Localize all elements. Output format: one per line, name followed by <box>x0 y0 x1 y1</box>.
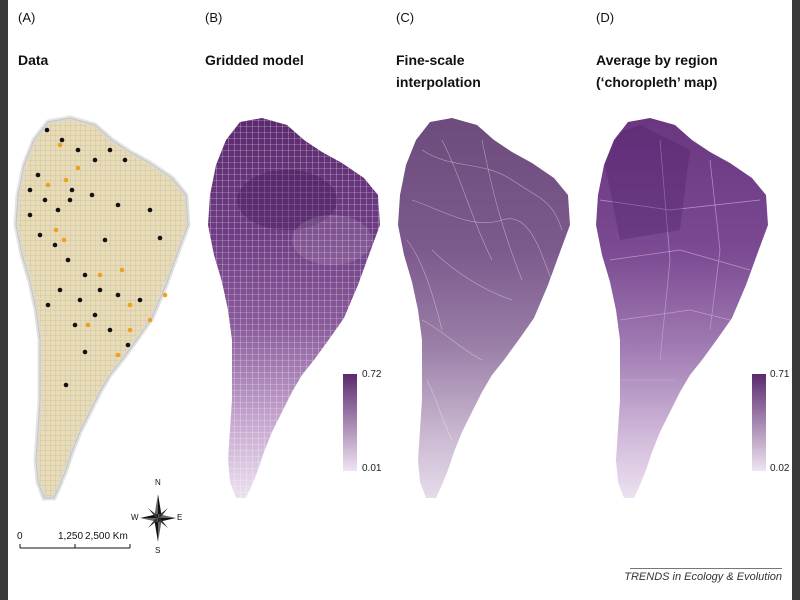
panel-a-title-line: Data <box>18 52 49 68</box>
observation-point-highlight <box>162 292 168 298</box>
observation-point <box>82 349 88 355</box>
panel-b-map <box>208 118 380 498</box>
right-frame-border <box>792 0 800 600</box>
observation-point-highlight <box>115 352 121 358</box>
observation-point <box>107 327 113 333</box>
panel-c-label: (C) <box>396 10 415 25</box>
observation-point-highlight <box>45 182 51 188</box>
scale-label-2500: 2,500 Km <box>85 531 128 542</box>
observation-point <box>59 137 65 143</box>
observation-point <box>45 302 51 308</box>
compass-rose-icon <box>140 494 176 542</box>
observation-point <box>147 207 153 213</box>
panel-b-title: Gridded model <box>205 49 304 71</box>
observation-point-highlight <box>75 165 81 171</box>
observation-point <box>44 127 50 133</box>
observation-point-highlight <box>97 272 103 278</box>
panel-a-label: (A) <box>18 10 36 25</box>
observation-point <box>69 187 75 193</box>
observation-points <box>27 127 168 388</box>
legend-d-min: 0.02 <box>770 463 790 474</box>
panel-c-title-line-2: interpolation <box>396 74 481 90</box>
panel-c-title-line-1: Fine-scale <box>396 52 465 68</box>
observation-point-highlight <box>63 177 69 183</box>
panel-a-map <box>16 118 188 498</box>
observation-point <box>77 297 83 303</box>
legend-d-max: 0.71 <box>770 369 790 380</box>
observation-point-highlight <box>53 227 59 233</box>
legend-b-max: 0.72 <box>362 369 382 380</box>
observation-point <box>82 272 88 278</box>
credit-divider <box>630 568 782 569</box>
panel-c-title: Fine-scale interpolation <box>396 49 481 93</box>
observation-point <box>89 192 95 198</box>
compass-s: S <box>155 546 161 555</box>
legend-d-bar <box>752 374 766 471</box>
observation-point <box>157 235 163 241</box>
compass-n: N <box>155 478 161 487</box>
observation-point <box>115 292 121 298</box>
panel-d-map <box>596 118 768 498</box>
observation-point <box>102 237 108 243</box>
panel-d-title-line-2: (‘choropleth’ map) <box>596 74 718 90</box>
observation-point-highlight <box>127 327 133 333</box>
panel-b-label: (B) <box>205 10 223 25</box>
panel-a-title: Data <box>18 49 48 71</box>
observation-point <box>67 197 73 203</box>
observation-point <box>27 187 33 193</box>
left-frame-border <box>0 0 8 600</box>
observation-point <box>92 157 98 163</box>
panel-d-label: (D) <box>596 10 615 25</box>
scale-bar <box>19 544 131 549</box>
compass-e: E <box>177 513 183 522</box>
observation-point-highlight <box>147 317 153 323</box>
south-america-interpolated <box>398 118 570 498</box>
panel-b-title-line: Gridded model <box>205 52 304 68</box>
panel-d-title-line-1: Average by region <box>596 52 718 68</box>
observation-point <box>107 147 113 153</box>
observation-point <box>52 242 58 248</box>
observation-point <box>37 232 43 238</box>
observation-point <box>72 322 78 328</box>
panel-c-map <box>398 118 570 498</box>
observation-point <box>125 342 131 348</box>
observation-point-highlight <box>57 142 63 148</box>
scale-label-0: 0 <box>17 531 23 542</box>
observation-point <box>42 197 48 203</box>
observation-point-highlight <box>119 267 125 273</box>
legend-b-min: 0.01 <box>362 463 382 474</box>
observation-point <box>92 312 98 318</box>
compass-w: W <box>131 513 139 522</box>
journal-credit: TRENDS in Ecology & Evolution <box>624 571 782 583</box>
observation-point <box>137 297 143 303</box>
observation-point-highlight <box>127 302 133 308</box>
observation-point-highlight <box>85 322 91 328</box>
south-america-outline-a <box>15 117 189 499</box>
observation-point <box>122 157 128 163</box>
observation-point <box>65 257 71 263</box>
panel-d-title: Average by region (‘choropleth’ map) <box>596 49 718 93</box>
observation-point <box>115 202 121 208</box>
observation-point <box>35 172 41 178</box>
observation-point <box>27 212 33 218</box>
observation-point <box>75 147 81 153</box>
observation-point <box>63 382 69 388</box>
scale-label-1250: 1,250 <box>58 531 84 542</box>
observation-point <box>55 207 61 213</box>
observation-point <box>97 287 103 293</box>
observation-point <box>57 287 63 293</box>
observation-point-highlight <box>61 237 67 243</box>
legend-b-bar <box>343 374 357 471</box>
